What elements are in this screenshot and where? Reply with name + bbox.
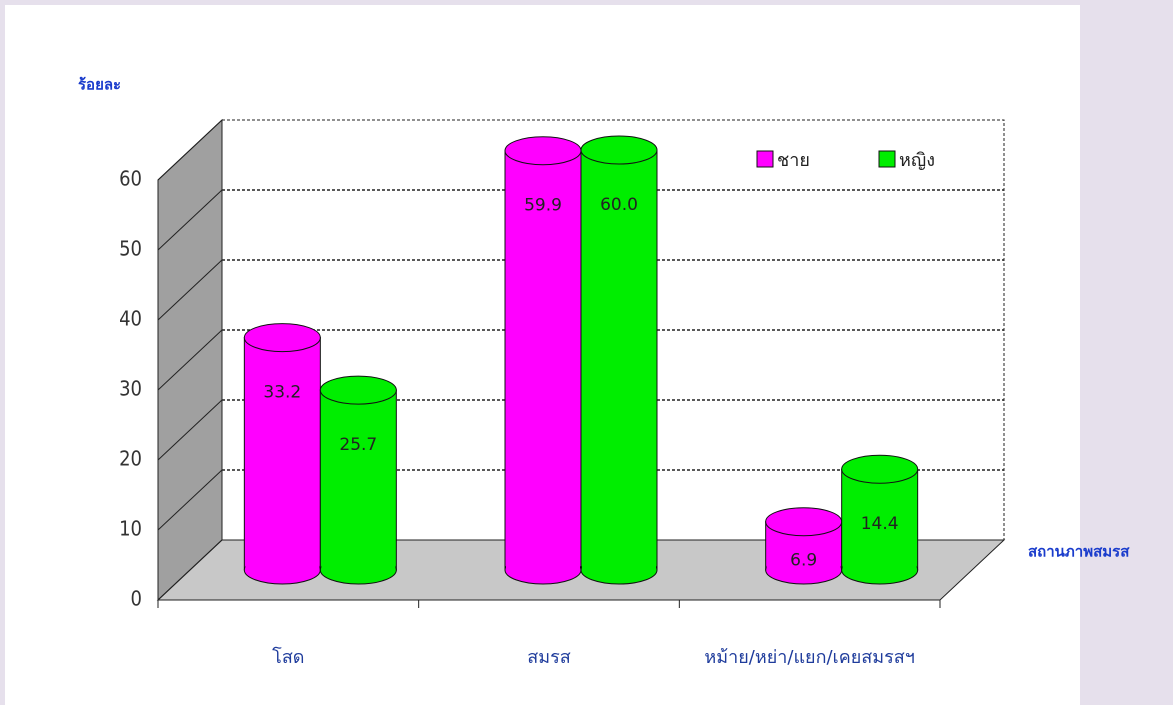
value-label: 59.9: [524, 196, 562, 216]
cylinder-top: [319, 375, 397, 405]
cylinder: [841, 454, 919, 585]
value-label: 6.9: [790, 551, 817, 571]
cylinder-top: [504, 136, 582, 166]
wall-tick: [157, 469, 223, 531]
x-tick-label: หม้าย/หย่า/แยก/เคยสมรสฯ: [704, 647, 915, 668]
cylinder: [765, 507, 843, 585]
cylinder: [504, 136, 582, 585]
wall-tick: [157, 119, 223, 181]
cylinder-cover: [582, 150, 656, 570]
cylinder-cover: [842, 469, 917, 570]
wall-tick: [157, 399, 223, 461]
y-tick-label: 20: [119, 447, 142, 471]
value-label: 33.2: [263, 383, 301, 403]
cylinder-top: [243, 323, 321, 353]
legend-label: หญิง: [899, 150, 935, 171]
cylinder-cover: [245, 337, 320, 570]
wall-tick: [157, 189, 223, 251]
value-label: 25.7: [339, 435, 377, 455]
value-label: 60.0: [600, 195, 638, 215]
legend-label: ชาย: [777, 150, 810, 171]
y-tick-label: 60: [119, 167, 142, 191]
cylinder-top: [765, 507, 843, 537]
wall-tick: [157, 329, 223, 391]
cylinder-top: [841, 454, 919, 484]
cylinder-top: [580, 135, 658, 165]
cylinder-cover: [506, 150, 580, 570]
legend-swatch: [878, 150, 896, 168]
y-tick-label: 30: [119, 377, 142, 401]
x-tick-label: สมรส: [527, 647, 571, 668]
cylinder: [319, 375, 397, 585]
value-label: 14.4: [861, 514, 899, 534]
wall-tick: [157, 259, 223, 321]
y-axis-label: ร้อยละ: [78, 76, 121, 94]
y-tick-label: 10: [119, 517, 142, 541]
y-tick-label: 50: [119, 237, 142, 261]
legend-swatch: [756, 150, 774, 168]
x-tick-label: โสด: [272, 646, 304, 668]
cylinder: [580, 135, 658, 585]
cylinder: [243, 323, 321, 585]
cylinder-cover: [321, 390, 396, 570]
x-axis-label: สถานภาพสมรส: [1028, 543, 1130, 561]
y-tick-label: 0: [131, 587, 142, 611]
y-tick-label: 40: [119, 307, 142, 331]
wall-tick: [157, 539, 223, 601]
